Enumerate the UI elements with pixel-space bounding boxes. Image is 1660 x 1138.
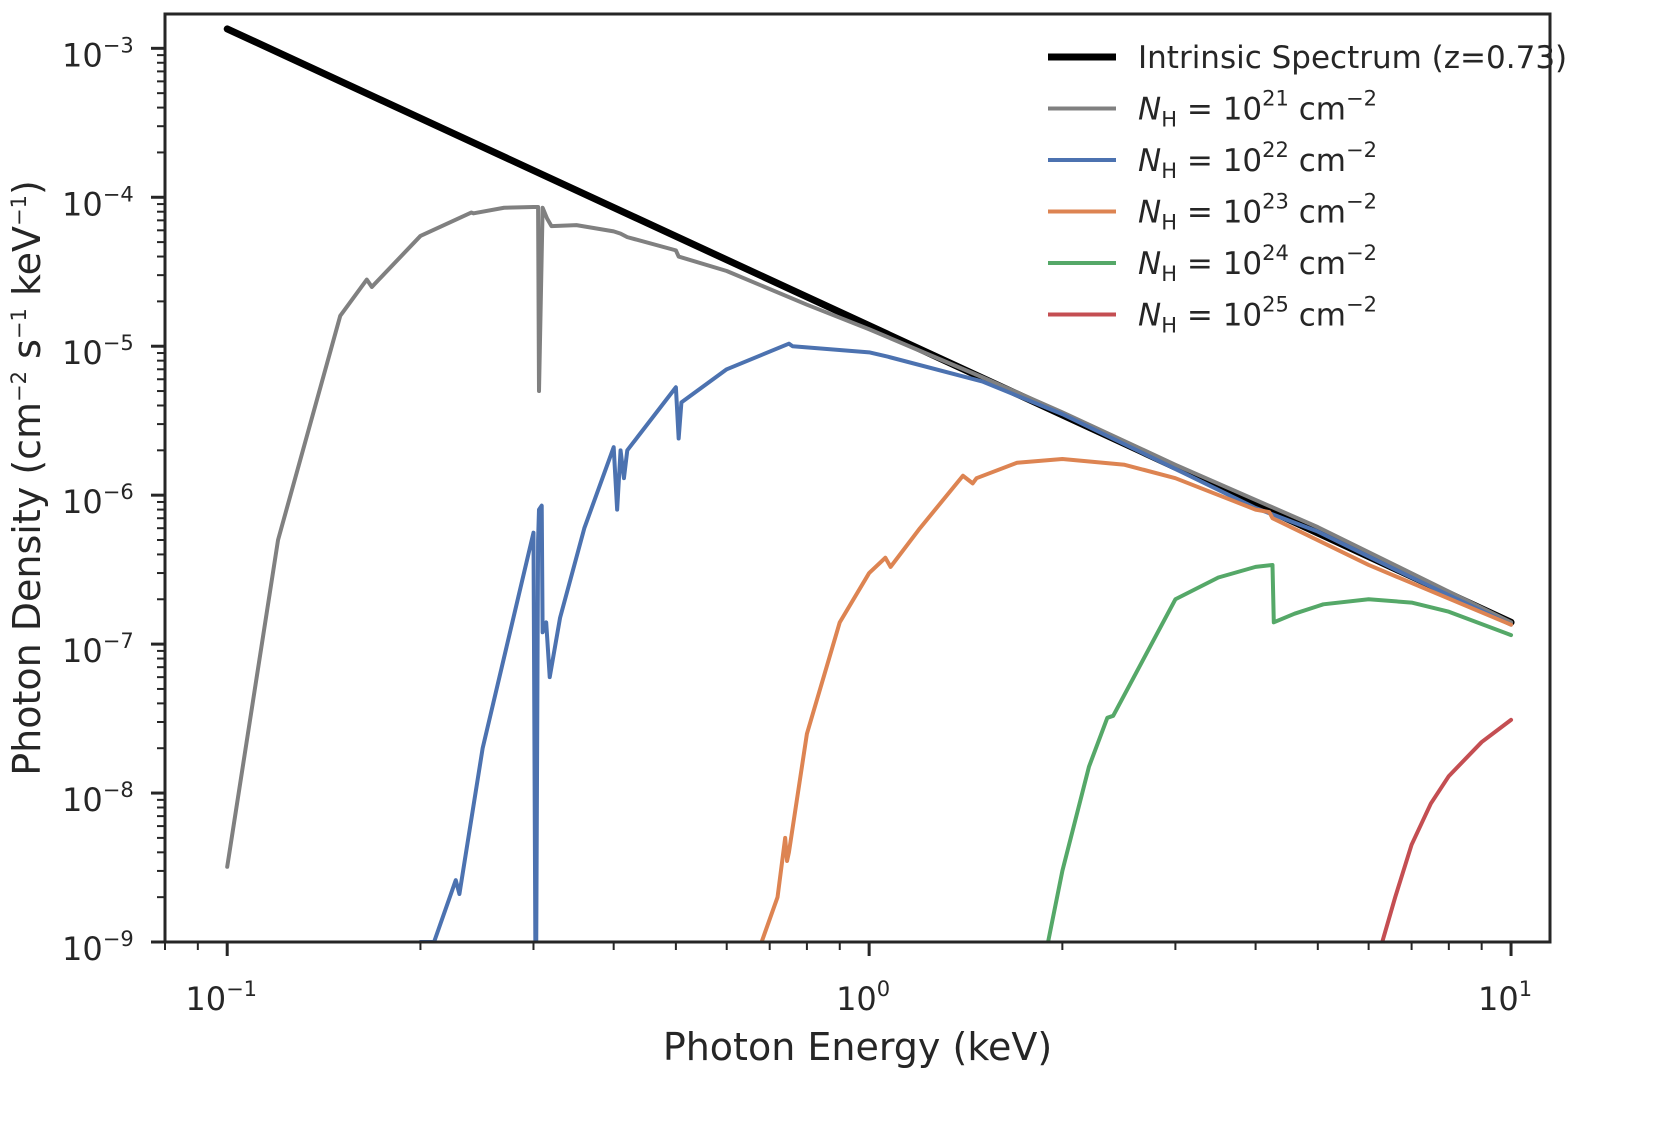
legend-unit: cm — [1289, 143, 1346, 179]
y-tick-label: 10−8 — [62, 778, 134, 819]
plot-frame — [163, 12, 1552, 944]
legend-h-subscript: H — [1161, 211, 1177, 235]
y-axis-label-mid-2: keV — [5, 226, 49, 308]
legend-unit: cm — [1289, 195, 1346, 231]
legend-n-symbol: N — [1138, 246, 1161, 282]
x-tick-label: 10−1 — [185, 977, 257, 1018]
legend-equals: = — [1177, 92, 1223, 128]
y-tick-label: 10−3 — [62, 33, 134, 74]
legend-n-symbol: N — [1138, 143, 1161, 179]
legend-base: 10 — [1223, 143, 1262, 179]
y-tick-label-base: 10 — [62, 930, 103, 968]
legend-n-symbol: N — [1138, 92, 1161, 128]
x-tick-label-base: 10 — [185, 980, 226, 1018]
y-tick-label-exp: −7 — [103, 629, 134, 653]
legend-label: Intrinsic Spectrum (z=0.73) — [1138, 40, 1567, 76]
legend-base: 10 — [1223, 246, 1262, 282]
legend-unit-exp: −2 — [1346, 241, 1377, 265]
legend-entry-3: NH = 1023 cm−2 — [1138, 190, 1377, 235]
series-line-2 — [418, 341, 1514, 942]
legend-n-symbol: N — [1138, 298, 1161, 334]
legend-entry-2: NH = 1022 cm−2 — [1138, 138, 1377, 183]
legend-h-subscript: H — [1161, 314, 1177, 338]
series-layer — [223, 25, 1515, 942]
y-tick-label-base: 10 — [62, 781, 103, 819]
legend-exp: 22 — [1262, 138, 1289, 162]
y-tick-label-exp: −4 — [103, 182, 134, 206]
x-tick-label: 100 — [836, 977, 890, 1018]
y-axis-label: Photon Density (cm−2 s−1 keV−1) — [5, 180, 49, 776]
legend-base: 10 — [1223, 195, 1262, 231]
y-tick-label-exp: −5 — [103, 331, 134, 355]
y-tick-label-exp: −9 — [103, 927, 134, 951]
y-tick-label: 10−6 — [62, 480, 134, 521]
x-axis-ticks: 10−1 100 101 — [164, 942, 1532, 1018]
y-axis-label-exp-3: −1 — [7, 195, 31, 226]
y-tick-label-base: 10 — [62, 36, 103, 74]
legend-equals: = — [1177, 195, 1223, 231]
legend-unit: cm — [1289, 246, 1346, 282]
legend-unit-exp: −2 — [1346, 138, 1377, 162]
legend-exp: 24 — [1262, 241, 1289, 265]
y-axis-label-exp-2: −1 — [7, 308, 31, 339]
legend-entry-5: NH = 1025 cm−2 — [1138, 293, 1377, 338]
series-line-5 — [1380, 717, 1514, 942]
y-tick-label: 10−9 — [62, 927, 134, 968]
y-tick-label-base: 10 — [62, 185, 103, 223]
legend-entry-4: NH = 1024 cm−2 — [1138, 241, 1377, 286]
x-tick-label-exp: 0 — [877, 977, 890, 1001]
series-line-1 — [225, 205, 1514, 869]
legend-equals: = — [1177, 143, 1223, 179]
y-tick-label: 10−7 — [62, 629, 134, 670]
y-tick-label-exp: −3 — [103, 33, 134, 57]
series-line-3 — [759, 456, 1514, 942]
y-axis-ticks: 10−910−810−710−610−510−410−3 — [62, 33, 165, 968]
x-tick-label: 101 — [1478, 977, 1532, 1018]
legend-entry-0: Intrinsic Spectrum (z=0.73) — [1138, 40, 1567, 76]
y-tick-label-exp: −6 — [103, 480, 134, 504]
x-tick-label-exp: −1 — [226, 977, 257, 1001]
legend-h-subscript: H — [1161, 159, 1177, 183]
legend-equals: = — [1177, 246, 1223, 282]
y-tick-label: 10−4 — [62, 182, 134, 223]
legend-h-subscript: H — [1161, 108, 1177, 132]
legend-base: 10 — [1223, 298, 1262, 334]
legend-equals: = — [1177, 298, 1223, 334]
legend-unit-exp: −2 — [1346, 87, 1377, 111]
legend-unit-exp: −2 — [1346, 190, 1377, 214]
y-axis-label-mid-1: s — [5, 339, 49, 371]
y-tick-label-exp: −8 — [103, 778, 134, 802]
legend-exp: 21 — [1262, 87, 1289, 111]
y-axis-label-exp-1: −2 — [7, 371, 31, 402]
legend-exp: 25 — [1262, 293, 1289, 317]
legend-unit-exp: −2 — [1346, 293, 1377, 317]
x-axis-label: Photon Energy (keV) — [663, 1025, 1052, 1069]
y-tick-label: 10−5 — [62, 331, 134, 372]
legend: Intrinsic Spectrum (z=0.73)NH = 1021 cm−… — [1048, 40, 1567, 338]
x-tick-label-base: 10 — [1478, 980, 1519, 1018]
legend-unit: cm — [1289, 92, 1346, 128]
legend-unit: cm — [1289, 298, 1346, 334]
y-tick-label-base: 10 — [62, 632, 103, 670]
legend-h-subscript: H — [1161, 262, 1177, 286]
y-axis-label-base: Photon Density (cm — [5, 402, 49, 776]
legend-entry-1: NH = 1021 cm−2 — [1138, 87, 1377, 132]
y-tick-label-base: 10 — [62, 334, 103, 372]
series-line-4 — [1046, 562, 1514, 942]
y-axis-label-end: ) — [5, 180, 49, 195]
x-tick-label-exp: 1 — [1519, 977, 1532, 1001]
legend-n-symbol: N — [1138, 195, 1161, 231]
x-tick-label-base: 10 — [836, 980, 877, 1018]
legend-exp: 23 — [1262, 190, 1289, 214]
legend-base: 10 — [1223, 92, 1262, 128]
y-tick-label-base: 10 — [62, 483, 103, 521]
